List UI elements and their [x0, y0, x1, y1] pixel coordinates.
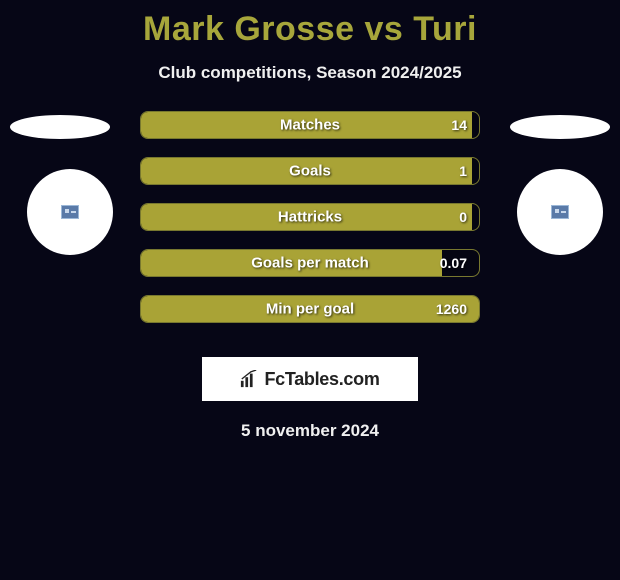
stat-bar: Min per goal 1260: [140, 295, 480, 323]
stat-bar: Goals 1: [140, 157, 480, 185]
stat-bar: Goals per match 0.07: [140, 249, 480, 277]
player-left-decor: [10, 115, 110, 139]
stat-bar-label: Matches: [280, 117, 340, 134]
stat-bar-label: Hattricks: [278, 209, 342, 226]
stat-bar-value: 14: [451, 117, 467, 133]
shadow-ellipse: [10, 115, 110, 139]
subtitle: Club competitions, Season 2024/2025: [0, 63, 620, 83]
placeholder-icon: [61, 205, 79, 219]
stat-bar-value: 1: [459, 163, 467, 179]
stat-bar-value: 0: [459, 209, 467, 225]
player-right-decor: [510, 115, 610, 139]
placeholder-icon: [551, 205, 569, 219]
brand-text: FcTables.com: [264, 369, 379, 390]
stat-bar-label: Min per goal: [266, 301, 354, 318]
brand-chart-icon: [240, 370, 258, 388]
stat-bar-label: Goals per match: [251, 255, 369, 272]
page-title: Mark Grosse vs Turi: [0, 0, 620, 49]
player-avatar-placeholder: [517, 169, 603, 255]
stats-bars: Matches 14 Goals 1 Hattricks 0 Goals per match…: [140, 111, 480, 323]
shadow-ellipse: [510, 115, 610, 139]
brand-box: FcTables.com: [202, 357, 418, 401]
comparison-panel: Matches 14 Goals 1 Hattricks 0 Goals per match…: [0, 111, 620, 351]
player-avatar-placeholder: [27, 169, 113, 255]
stat-bar: Hattricks 0: [140, 203, 480, 231]
date-text: 5 november 2024: [0, 421, 620, 441]
stat-bar-label: Goals: [289, 163, 331, 180]
stat-bar-value: 1260: [436, 301, 467, 317]
stat-bar-value: 0.07: [440, 255, 467, 271]
stat-bar: Matches 14: [140, 111, 480, 139]
